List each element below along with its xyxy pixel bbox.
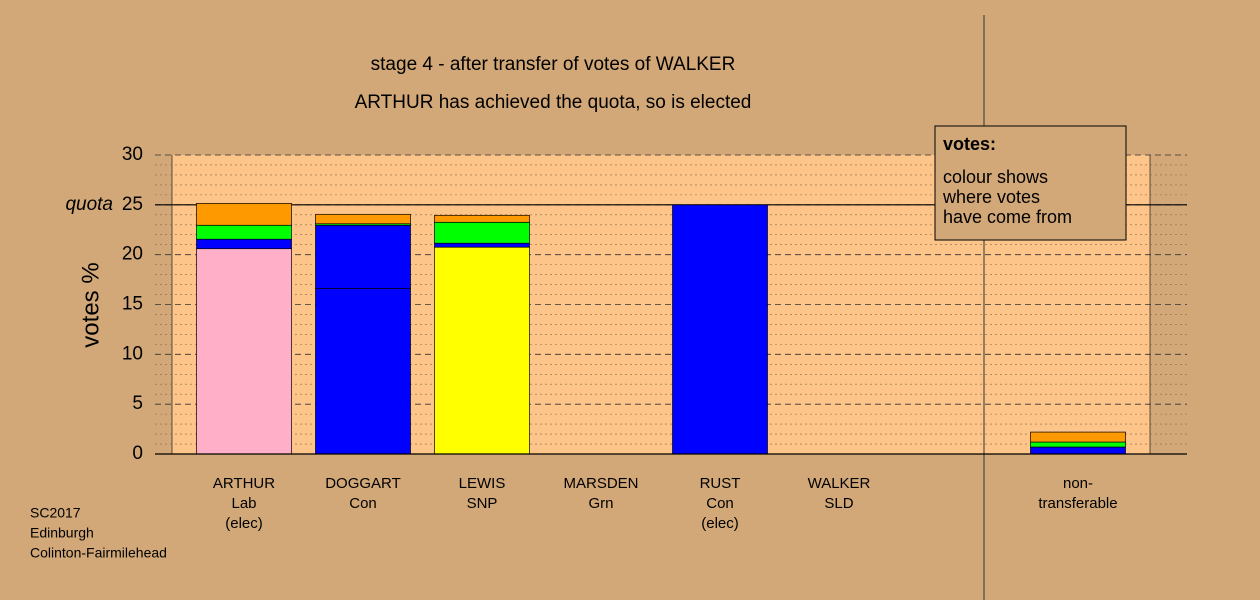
bar-segment — [434, 221, 530, 244]
y-tick-label: 10 — [122, 343, 143, 364]
chart-title: stage 4 - after transfer of votes of WAL… — [371, 54, 736, 75]
bar-segment — [315, 288, 411, 455]
x-tick-label: ARTHUR — [213, 475, 275, 492]
quota-label: quota — [65, 194, 113, 215]
x-tick-label: transferable — [1038, 495, 1117, 512]
x-tick-label: non- — [1063, 475, 1093, 492]
bar-segment — [196, 202, 292, 226]
x-tick-label: DOGGART — [325, 475, 401, 492]
bar-segment — [1030, 431, 1126, 443]
y-tick-label: 30 — [122, 144, 143, 165]
x-tick-label: (elec) — [225, 515, 263, 532]
bar-segment — [434, 246, 530, 455]
legend-box — [934, 125, 1127, 241]
bar-segment — [196, 248, 292, 455]
legend-text: where votes — [942, 187, 1040, 207]
x-tick-label: MARSDEN — [563, 475, 638, 492]
bar-segment — [1030, 446, 1126, 455]
y-tick-label: 15 — [122, 294, 143, 315]
bar-segment — [196, 238, 292, 250]
y-tick-label: 25 — [122, 194, 143, 215]
x-tick-label: WALKER — [808, 475, 871, 492]
x-tick-label: SNP — [467, 495, 498, 512]
legend-text: colour shows — [943, 167, 1048, 187]
bar-segment — [434, 242, 530, 248]
bar-segment — [1030, 441, 1126, 448]
bar-segment — [434, 214, 530, 223]
y-tick-label: 5 — [132, 393, 143, 414]
bar-segment — [672, 204, 768, 455]
x-tick-label: (elec) — [701, 515, 739, 532]
footnote: Edinburgh — [30, 525, 94, 541]
x-tick-label: LEWIS — [459, 475, 506, 492]
bar-segment — [196, 224, 292, 240]
x-tick-label: Lab — [231, 495, 256, 512]
x-tick-label: RUST — [700, 475, 741, 492]
y-tick-label: 20 — [122, 244, 143, 265]
x-tick-label: SLD — [824, 495, 853, 512]
footnote: SC2017 — [30, 505, 81, 521]
y-tick-label: 0 — [132, 443, 143, 464]
bar-segment — [315, 213, 411, 225]
x-tick-label: Con — [349, 495, 377, 512]
chart-subtitle: ARTHUR has achieved the quota, so is ele… — [355, 92, 752, 113]
bar-segment — [315, 224, 411, 289]
footnote: Colinton-Fairmilehead — [30, 545, 167, 561]
x-tick-label: Grn — [588, 495, 613, 512]
y-axis-label: votes % — [77, 262, 104, 347]
legend-title: votes: — [943, 134, 996, 154]
x-tick-label: Con — [706, 495, 734, 512]
legend-text: have come from — [943, 207, 1072, 227]
